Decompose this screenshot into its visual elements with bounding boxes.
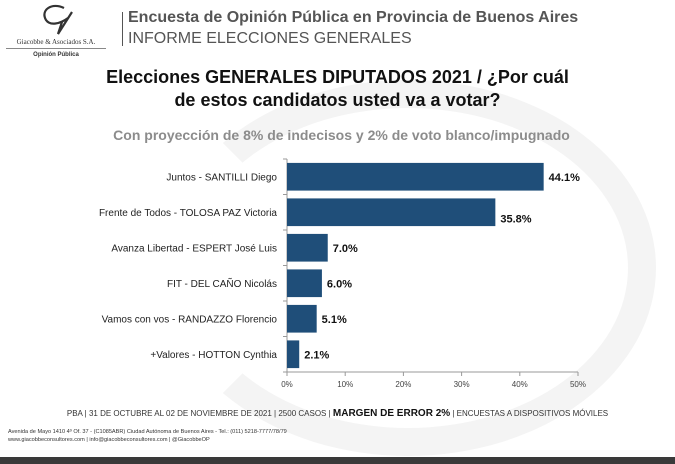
data-label: 5.1% — [322, 314, 347, 326]
bar — [287, 198, 496, 227]
bar — [287, 304, 317, 333]
data-label: 2.1% — [304, 349, 329, 361]
web-links: www.giacobbeconsultores.com | info@giaco… — [8, 437, 210, 443]
chart-subtitle: Con proyección de 8% de indecisos y 2% d… — [113, 127, 570, 143]
category-label: Frente de Todos - TOLOSA PAZ Victoria — [99, 208, 277, 219]
x-tick-label: 20% — [395, 380, 411, 389]
contact-info: Avenida de Mayo 1410 4º Of. 37 - (C1085A… — [8, 428, 287, 444]
category-label: FIT - DEL CAÑO Nicolás — [167, 277, 277, 290]
header-subtitle: INFORME ELECCIONES GENERALES — [128, 30, 412, 47]
bar — [287, 340, 300, 369]
x-tick-label: 40% — [512, 380, 528, 389]
category-label: Avanza Libertad - ESPERT José Luis — [111, 243, 277, 254]
header-title: Encuesta de Opinión Pública en Provincia… — [128, 9, 579, 26]
survey-info: PBA | 31 DE OCTUBRE AL 02 DE NOVIEMBRE D… — [0, 408, 675, 419]
x-tick-label: 30% — [454, 380, 470, 389]
x-tick-label: 10% — [337, 380, 353, 389]
survey-info-post: | ENCUESTAS A DISPOSITIVOS MÓVILES — [450, 409, 609, 418]
brand-subtitle: Opinión Pública — [33, 52, 79, 58]
category-label: +Valores - HOTTON Cynthia — [150, 350, 277, 361]
brand-name: Giacobbe & Asociados S.A. — [6, 38, 106, 49]
address: Avenida de Mayo 1410 4º Of. 37 - (C1085A… — [8, 429, 287, 435]
data-label: 7.0% — [333, 243, 358, 255]
bar — [287, 233, 328, 262]
bar — [287, 269, 322, 298]
data-label: 35.8% — [500, 213, 531, 225]
bar-chart: 0% 10% 20% 30% 40% 50% Juntos - SANTILLI Diego… — [99, 158, 586, 389]
header-divider — [122, 12, 123, 46]
chart-title-line2: de estos candidatos usted va a votar? — [174, 90, 501, 110]
x-tick-label: 50% — [570, 380, 586, 389]
category-label: Vamos con vos - RANDAZZO Florencio — [102, 314, 278, 325]
bottom-bar — [0, 457, 675, 464]
margin-of-error: MARGEN DE ERROR 2% — [332, 408, 451, 419]
survey-info-pre: PBA | 31 DE OCTUBRE AL 02 DE NOVIEMBRE D… — [66, 409, 333, 418]
chart-title-line1: Elecciones GENERALES DIPUTADOS 2021 / ¿P… — [106, 67, 569, 87]
data-label: 44.1% — [549, 172, 580, 184]
logo-icon — [43, 4, 73, 35]
x-tick-label: 0% — [281, 380, 293, 389]
bar — [287, 162, 544, 191]
data-label: 6.0% — [327, 278, 352, 290]
category-label: Juntos - SANTILLI Diego — [166, 172, 277, 183]
chart-title: Elecciones GENERALES DIPUTADOS 2021 / ¿P… — [0, 66, 675, 112]
